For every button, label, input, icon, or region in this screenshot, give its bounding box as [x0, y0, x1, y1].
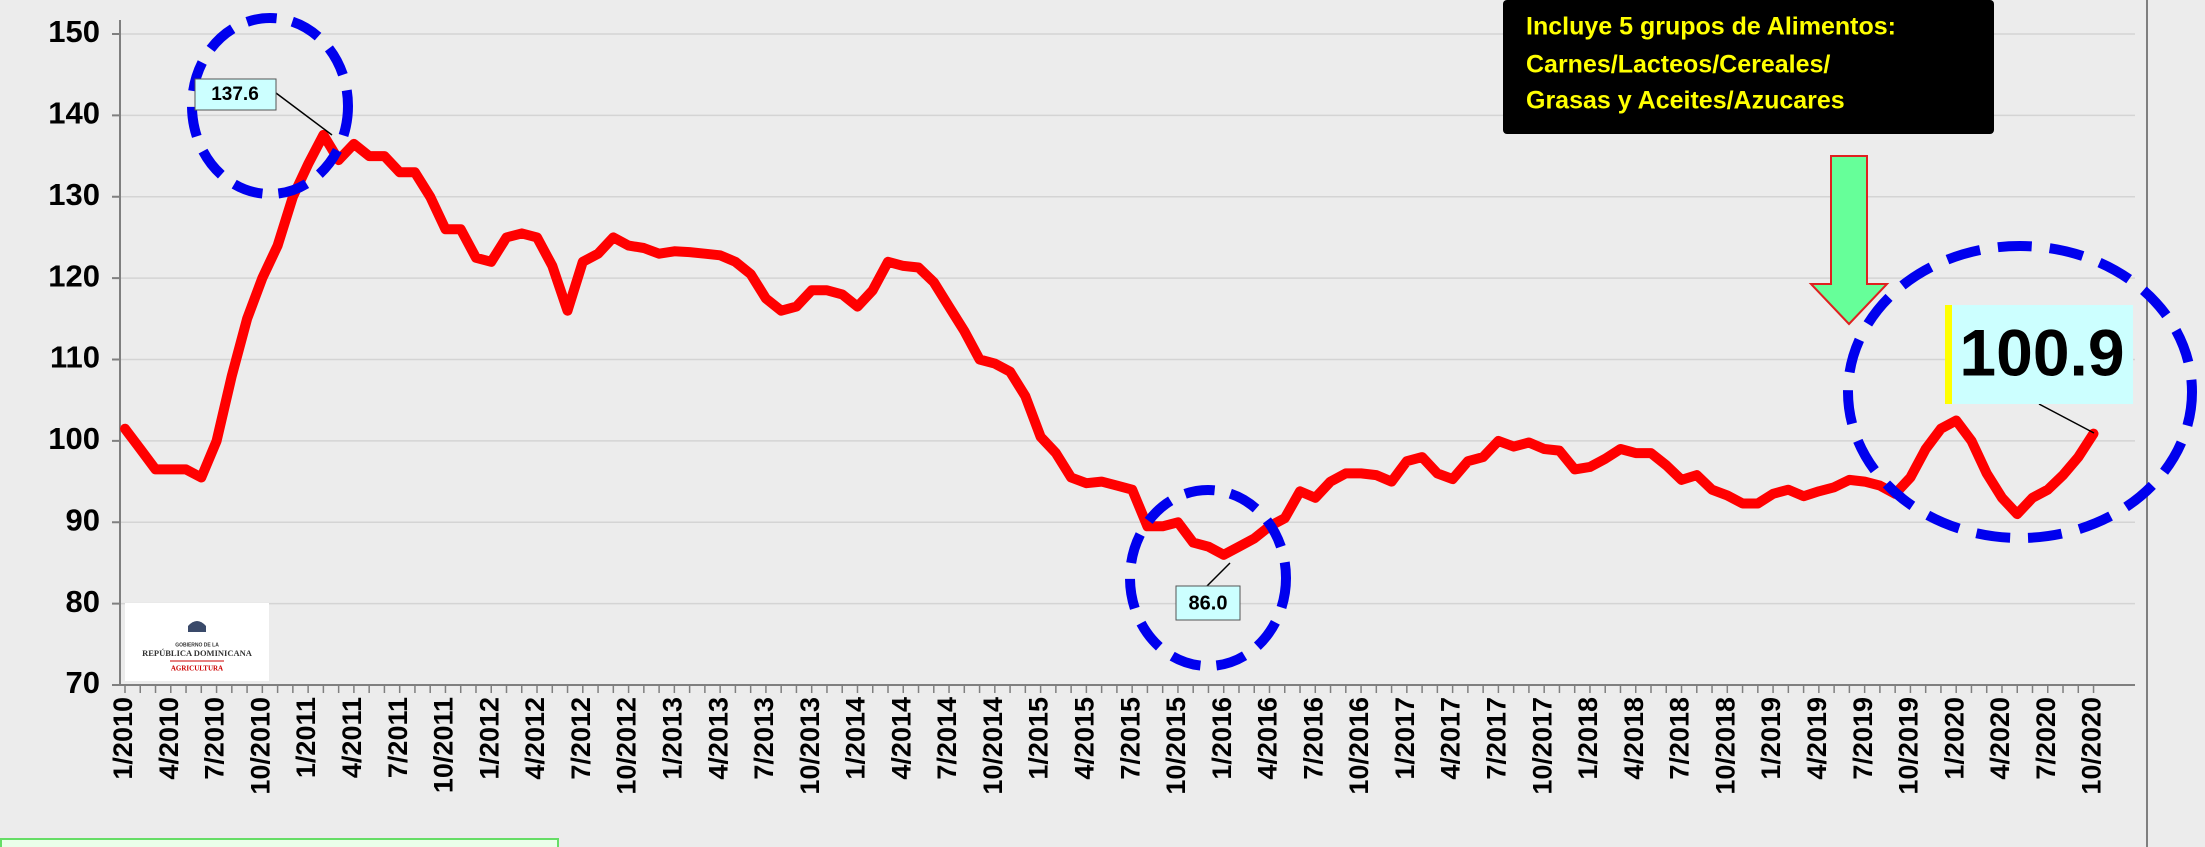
y-tick-label: 100 — [48, 421, 100, 456]
x-tick-label: 7/2010 — [200, 697, 230, 780]
x-tick-label: 4/2014 — [886, 697, 916, 780]
x-tick-label: 4/2017 — [1436, 697, 1466, 780]
x-tick-label: 7/2015 — [1115, 697, 1145, 780]
highlight-circle — [1125, 485, 1291, 671]
leader-line — [275, 92, 333, 136]
annotation: 137.6 — [211, 84, 259, 105]
x-tick-label: 10/2016 — [1344, 697, 1374, 795]
ticks: 70 80 90 100 110 120 130 140 150 1/2010 4/2010 7/20… — [48, 14, 2106, 794]
x-tick-label: 7/2014 — [932, 697, 962, 780]
y-tick-label: 130 — [48, 177, 100, 212]
x-tick-label: 4/2012 — [520, 697, 550, 780]
y-tick-label: 80 — [66, 584, 100, 619]
arrow — [1808, 155, 1890, 326]
x-tick-label: 10/2013 — [795, 697, 825, 795]
annotation-box-edge — [1945, 305, 1952, 404]
leader-line — [1206, 562, 1231, 587]
x-tick-label: 1/2020 — [1939, 697, 1969, 780]
y-tick-label: 110 — [50, 340, 100, 375]
y-tick-label: 70 — [66, 665, 100, 700]
x-tick-label: 1/2015 — [1024, 697, 1054, 780]
annotation-box — [1175, 585, 1241, 621]
x-tick-label: 10/2018 — [1710, 697, 1740, 795]
annotation: 86.0 — [1189, 592, 1228, 614]
y-tick-label: 120 — [48, 258, 100, 293]
x-tick-label: 4/2010 — [154, 697, 184, 780]
x-tick-label: 1/2010 — [108, 697, 138, 780]
x-tick-label: 1/2019 — [1756, 697, 1786, 780]
x-tick-label: 4/2019 — [1802, 697, 1832, 780]
x-tick-label: 4/2015 — [1070, 697, 1100, 780]
x-tick-label: 1/2018 — [1573, 697, 1603, 780]
x-tick-label: 7/2013 — [749, 697, 779, 780]
x-tick-label: 1/2013 — [657, 697, 687, 780]
highlight-circle — [187, 13, 353, 199]
x-tick-label: 1/2017 — [1390, 697, 1420, 780]
footer-box — [0, 838, 559, 847]
y-tick-label: 150 — [48, 14, 100, 49]
note-text: Incluye 5 grupos de Alimentos: — [1526, 13, 1896, 41]
x-tick-label: 7/2018 — [1665, 697, 1695, 780]
x-tick-label: 4/2011 — [337, 697, 367, 778]
x-tick-label: 10/2017 — [1527, 697, 1557, 795]
note-box — [1503, 0, 1994, 134]
x-tick-label: 10/2015 — [1161, 697, 1191, 795]
x-tick-label: 7/2017 — [1482, 697, 1512, 780]
logo-text: REPÚBLICA DOMINICANA — [142, 648, 253, 658]
x-tick-label: 10/2011 — [429, 697, 459, 793]
logo-box — [125, 603, 269, 681]
annotation: 100.9 — [1959, 315, 2124, 389]
logo-text: AGRICULTURA — [171, 665, 223, 673]
highlight-circle — [1843, 241, 2197, 543]
x-tick-label: 7/2011 — [383, 697, 413, 778]
x-tick-label: 7/2012 — [566, 697, 596, 780]
x-tick-label: 1/2014 — [841, 697, 871, 780]
y-tick-label: 140 — [48, 96, 100, 131]
note-text: Carnes/Lacteos/Cereales/ — [1526, 51, 1830, 79]
y-tick-label: 90 — [66, 502, 100, 537]
x-tick-label: 4/2020 — [1985, 697, 2015, 780]
x-tick-label: 1/2012 — [474, 697, 504, 780]
leader-line — [2038, 403, 2095, 434]
x-tick-label: 7/2019 — [1848, 697, 1878, 780]
annotation-box — [1945, 305, 2133, 404]
note-text: Grasas y Aceites/Azucares — [1526, 87, 1845, 115]
x-tick-label: 1/2016 — [1207, 697, 1237, 780]
annotation-box — [194, 78, 277, 111]
x-tick-label: 10/2020 — [2077, 697, 2107, 795]
x-tick-label: 4/2016 — [1253, 697, 1283, 780]
logo-text: GOBIERNO DE LA — [175, 642, 219, 648]
x-tick-label: 4/2018 — [1619, 697, 1649, 780]
x-tick-label: 10/2010 — [245, 697, 275, 795]
line — [120, 129, 2099, 560]
x-tick-label: 10/2019 — [1894, 697, 1924, 795]
x-tick-label: 7/2020 — [2031, 697, 2061, 780]
x-tick-label: 10/2012 — [612, 697, 642, 795]
x-tick-label: 7/2016 — [1298, 697, 1328, 780]
x-tick-label: 1/2011 — [291, 697, 321, 778]
logo-icon — [188, 621, 206, 632]
x-tick-label: 4/2013 — [703, 697, 733, 780]
x-tick-label: 10/2014 — [978, 697, 1008, 795]
